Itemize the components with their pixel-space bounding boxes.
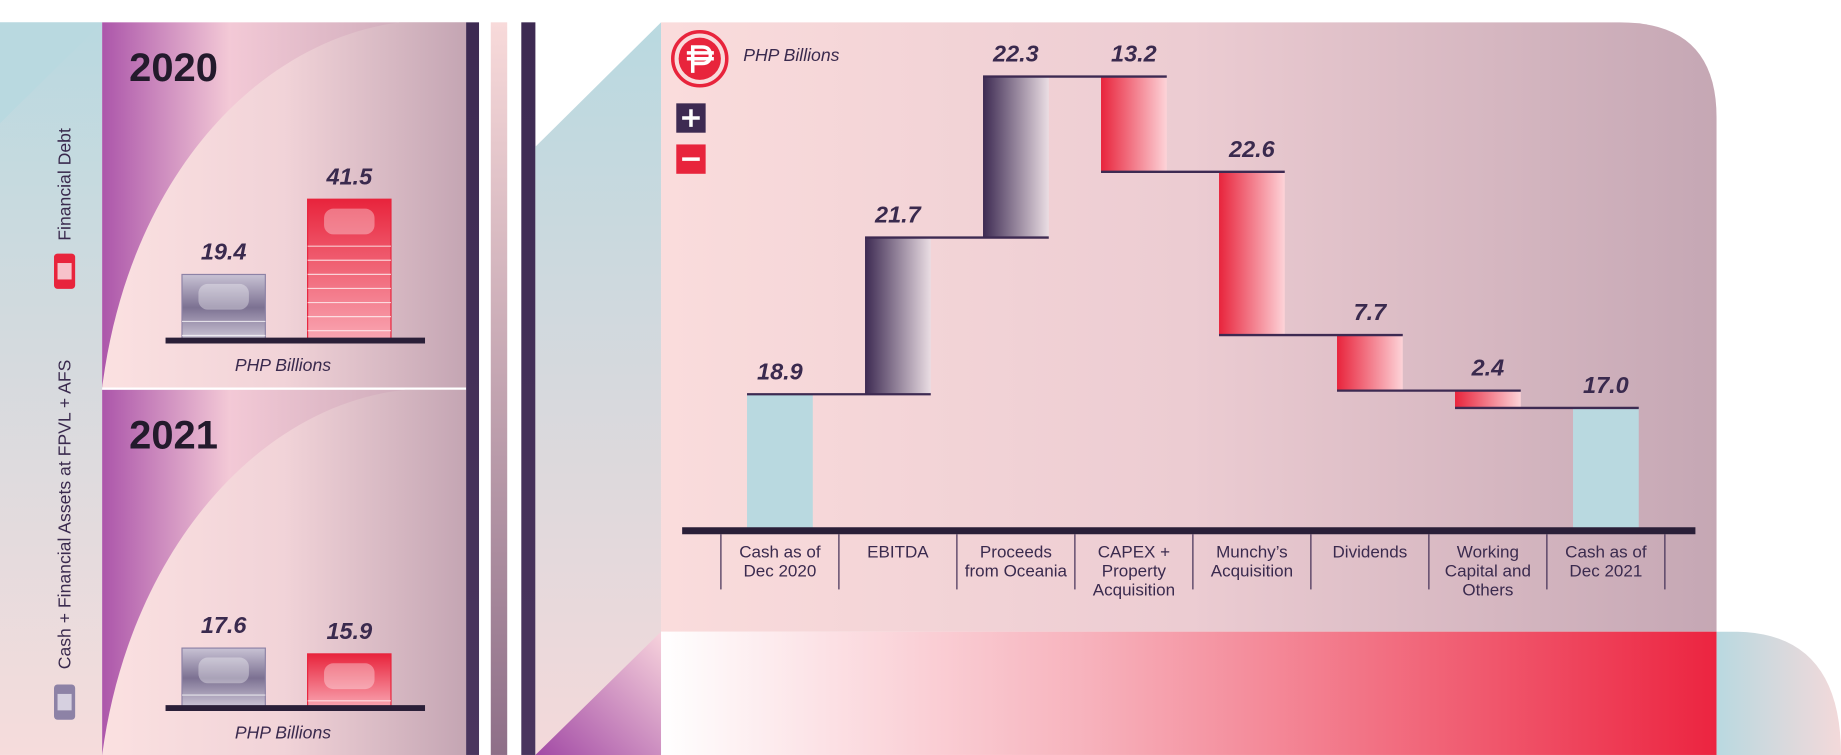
legend-swatch-inner [57, 263, 72, 280]
pack-label [324, 663, 375, 690]
value-label: 41.5 [325, 163, 373, 189]
bar [1219, 171, 1285, 336]
legend-swatch-inner [57, 693, 72, 711]
waterfall-panel [661, 22, 1717, 632]
pack-label [198, 283, 249, 310]
value-label: 18.9 [757, 358, 803, 384]
currency-icon [671, 29, 729, 88]
bar-body [181, 273, 266, 342]
divider [466, 22, 480, 755]
bar [307, 653, 392, 709]
value-label: 2.4 [1471, 355, 1505, 381]
bar [181, 647, 266, 709]
strip-corner [0, 22, 103, 124]
x-tick-label: CAPEX + Property Acquisition [1092, 543, 1176, 600]
bottom-corner [1716, 631, 1841, 755]
bar [1101, 76, 1167, 172]
bar [1573, 407, 1639, 531]
value-label: 21.7 [874, 202, 922, 228]
pack-label [324, 208, 375, 235]
bar-body [307, 653, 392, 709]
x-tick-label-box: Dividends [1332, 543, 1408, 563]
divider [490, 22, 508, 755]
x-tick-label: Dividends [1332, 543, 1408, 563]
value-label: 19.4 [201, 239, 247, 265]
value-label: 22.3 [992, 41, 1039, 67]
value-label: 17.6 [201, 612, 248, 638]
x-tick-label: Munchy’s Acquisition [1210, 543, 1294, 582]
x-tick-label-box: Working Capital and Others [1444, 543, 1531, 600]
legend-label: Financial Debt [54, 128, 74, 241]
bar [1455, 390, 1521, 408]
bar-body [181, 647, 266, 709]
x-tick-label-box: Cash as of Dec 2021 [1565, 543, 1647, 582]
bar [181, 273, 266, 342]
x-tick-label-box: Proceeds from Oceania [964, 543, 1067, 582]
bar [307, 198, 392, 342]
bottom-band [661, 631, 1717, 755]
bar [1337, 335, 1403, 391]
waterfall-subtitle: PHP Billions [743, 45, 839, 65]
chart-title: 2021 [129, 414, 218, 458]
bar [747, 394, 813, 531]
x-tick-label-box: EBITDA [867, 543, 929, 563]
pack-label [198, 657, 249, 684]
legend-strip [0, 22, 103, 755]
value-label: 13.2 [1111, 41, 1157, 67]
x-tick-label-box: CAPEX + Property Acquisition [1092, 543, 1176, 600]
legend-label: Cash + Financial Assets at FPVL + AFS [54, 360, 74, 670]
value-label: 15.9 [326, 618, 372, 644]
x-tick-label-box: Munchy’s Acquisition [1210, 543, 1294, 582]
x-tick-label: Cash as of Dec 2021 [1565, 543, 1647, 582]
x-tick-label-box: Cash as of Dec 2020 [739, 543, 821, 582]
bar [865, 237, 931, 395]
x-tick-label: Proceeds from Oceania [964, 543, 1067, 582]
x-tick-label: Working Capital and Others [1444, 543, 1531, 600]
x-axis-label: PHP Billions [235, 355, 331, 375]
legend: Financial Debt Cash + Financial Assets a… [54, 128, 76, 720]
value-label: 17.0 [1583, 372, 1629, 398]
chart-title: 2020 [129, 46, 218, 90]
x-axis-label: PHP Billions [235, 722, 331, 742]
increase-icon [676, 103, 706, 133]
value-label: 22.6 [1228, 136, 1276, 162]
divider [521, 22, 536, 755]
bottom-corner [535, 631, 662, 755]
decrease-icon [676, 144, 706, 174]
bar [983, 76, 1049, 238]
x-tick-label: Cash as of Dec 2020 [739, 543, 821, 582]
value-label: 7.7 [1354, 299, 1388, 325]
panel-wedge [535, 22, 662, 755]
x-tick-label: EBITDA [867, 543, 929, 563]
